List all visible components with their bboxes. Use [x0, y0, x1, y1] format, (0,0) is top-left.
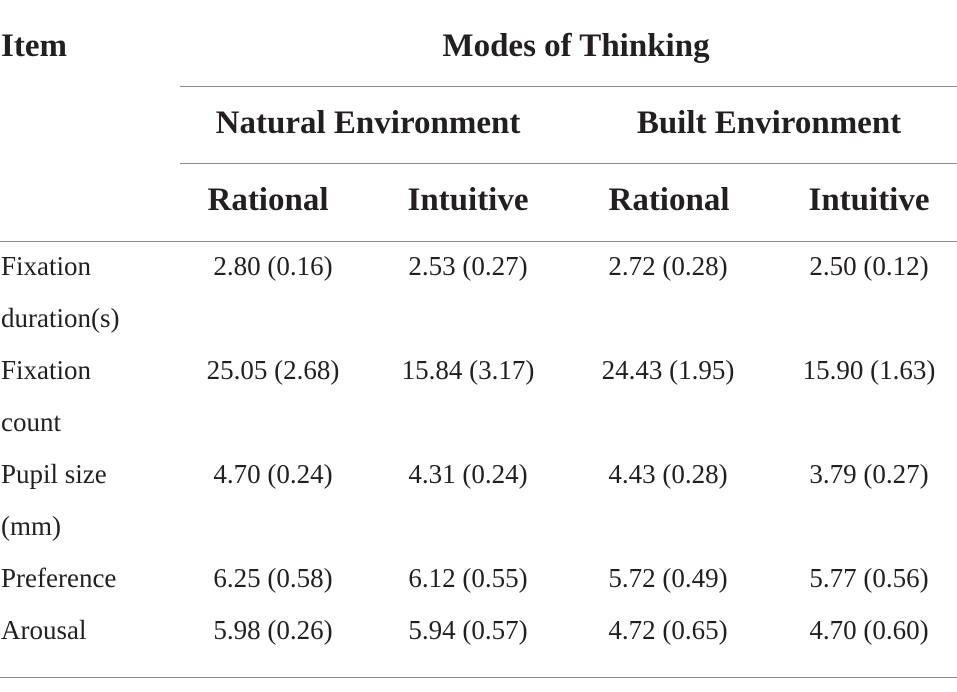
table-cell: 6.25 (0.58) — [213, 563, 333, 593]
header-rule-lower — [0, 241, 957, 242]
table-cell: 5.77 (0.56) — [809, 563, 929, 593]
row-label-continued: count — [1, 407, 61, 437]
table-cell: 15.84 (3.17) — [401, 355, 535, 385]
built-intuitive-header: Intuitive — [808, 182, 930, 218]
table-cell: 2.53 (0.27) — [408, 251, 528, 281]
table-cell: 6.12 (0.55) — [408, 563, 528, 593]
built-rational-header: Rational — [608, 182, 730, 218]
table-cell: 3.79 (0.27) — [809, 459, 929, 489]
table-cell: 4.43 (0.28) — [608, 459, 728, 489]
table-cell: 2.50 (0.12) — [809, 251, 929, 281]
item-column-header: Item — [1, 28, 67, 64]
table-cell: 24.43 (1.95) — [601, 355, 735, 385]
table-cell: 4.31 (0.24) — [408, 459, 528, 489]
built-environment-header: Built Environment — [636, 105, 902, 141]
row-label: Preference — [1, 563, 117, 593]
natural-rational-header: Rational — [207, 182, 329, 218]
row-label: Fixation — [1, 355, 92, 385]
table-cell: 4.70 (0.24) — [213, 459, 333, 489]
natural-environment-header: Natural Environment — [215, 105, 521, 141]
table-cell: 2.72 (0.28) — [608, 251, 728, 281]
row-label: Arousal — [1, 615, 87, 645]
row-label-continued: (mm) — [1, 511, 61, 541]
table-cell: 25.05 (2.68) — [206, 355, 340, 385]
table-cell: 2.80 (0.16) — [213, 251, 333, 281]
row-label: Pupil size — [1, 459, 107, 489]
table-cell: 4.70 (0.60) — [809, 615, 929, 645]
header-rule-upper — [180, 86, 957, 87]
table-cell: 4.72 (0.65) — [608, 615, 728, 645]
table-cell: 15.90 (1.63) — [802, 355, 936, 385]
row-label-continued: duration(s) — [1, 303, 120, 333]
row-label: Fixation — [1, 251, 92, 281]
table-cell: 5.98 (0.26) — [213, 615, 333, 645]
table-bottom-rule — [0, 677, 957, 678]
table-cell: 5.94 (0.57) — [408, 615, 528, 645]
table-cell: 5.72 (0.49) — [608, 563, 728, 593]
header-rule-middle — [180, 163, 957, 164]
modes-of-thinking-header: Modes of Thinking — [442, 28, 710, 64]
natural-intuitive-header: Intuitive — [407, 182, 529, 218]
